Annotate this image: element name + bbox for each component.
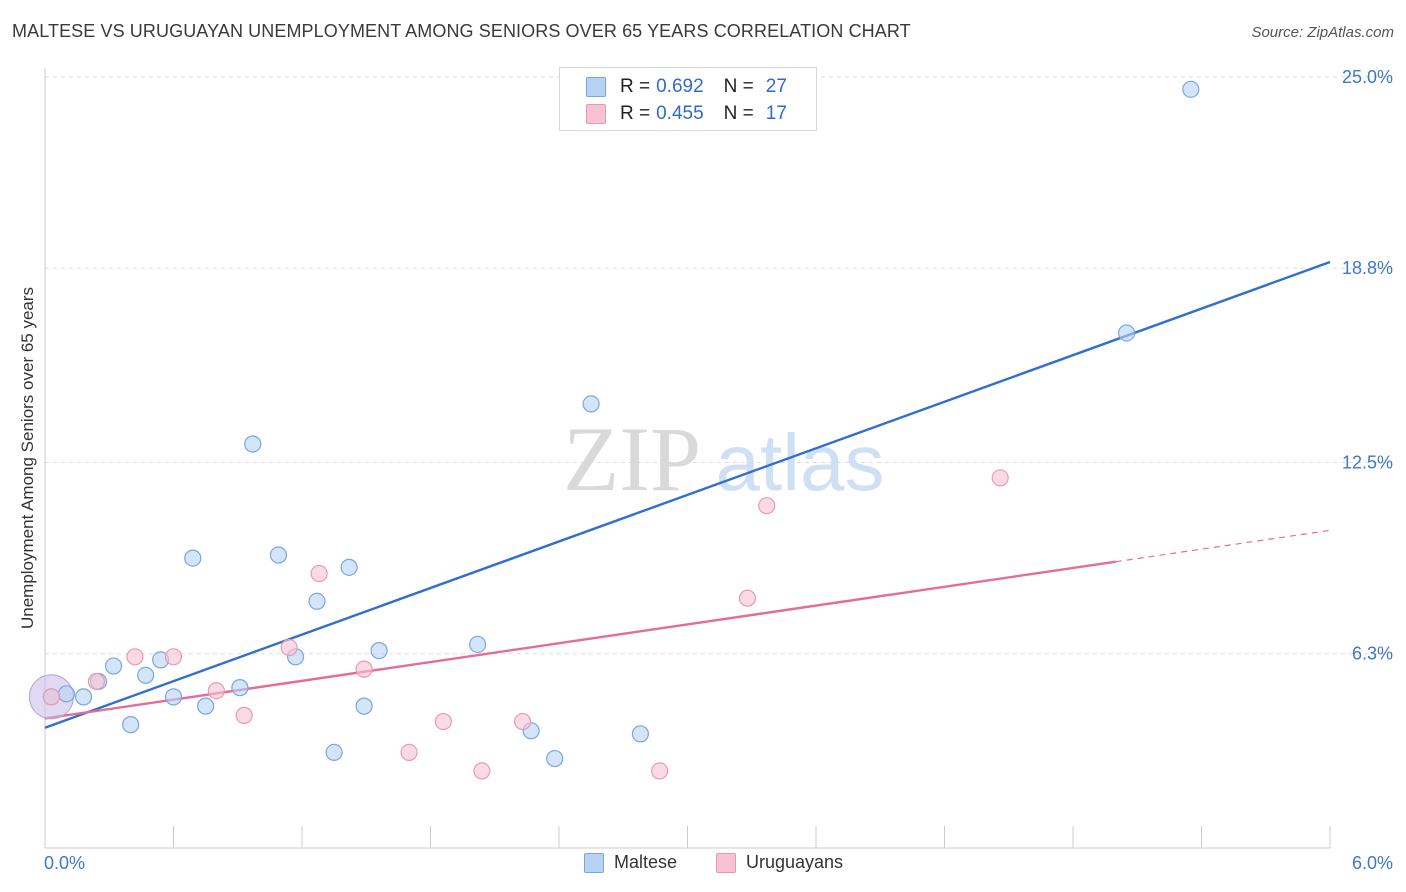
uruguayan-point — [434, 712, 452, 731]
data-points — [28, 80, 1200, 780]
maltese-point — [469, 635, 487, 654]
bottom-legend-swatch-maltese — [584, 852, 604, 873]
legend-r-value: 0.455 — [656, 103, 704, 124]
legend-n-label: N = — [723, 76, 754, 97]
maltese-point — [197, 697, 215, 715]
bottom-legend-maltese: Maltese — [584, 852, 677, 873]
bottom-legend-swatch-uruguayans — [716, 852, 736, 873]
uruguayan-point — [473, 762, 491, 780]
uruguayan-point — [207, 682, 225, 700]
source-label: Source: ZipAtlas.com — [1251, 24, 1394, 41]
uruguayan-trend-line — [44, 560, 1117, 720]
watermark-atlas: atlas — [716, 418, 885, 507]
maltese-point — [546, 749, 564, 768]
trend-lines — [44, 260, 1331, 729]
maltese-point — [231, 679, 249, 697]
legend-swatch-uruguayans — [586, 104, 606, 124]
legend-r-label: R = — [620, 103, 651, 124]
uruguayan-point — [513, 712, 532, 731]
uruguayan-point — [42, 688, 61, 706]
maltese-point — [74, 688, 93, 706]
maltese-point — [137, 666, 155, 684]
y-tick-label: 18.8% — [1342, 258, 1393, 278]
maltese-point — [57, 685, 76, 703]
legend-n-value: 17 — [765, 103, 787, 124]
maltese-point — [1117, 324, 1136, 342]
uruguayan-point — [126, 648, 144, 666]
maltese-point — [1182, 80, 1200, 98]
maltese-point — [355, 697, 373, 715]
maltese-point — [325, 743, 343, 761]
maltese-point — [122, 716, 140, 734]
bottom-legend-label-maltese: Maltese — [614, 852, 678, 872]
uruguayan-point — [235, 706, 253, 724]
maltese-point — [244, 435, 262, 453]
uruguayan-point — [355, 660, 373, 678]
bottom-legend-uruguayans: Uruguayans — [716, 852, 843, 873]
maltese-point — [631, 725, 649, 743]
x-tick-label: 0.0% — [44, 853, 85, 873]
uruguayan-point — [991, 469, 1009, 487]
uruguayan-trend-extension — [1115, 529, 1331, 563]
y-tick-label: 12.5% — [1342, 453, 1393, 473]
uruguayan-point — [758, 497, 776, 515]
correlation-legend: R = 0.692 N = 27 R = 0.455 N = 17 — [559, 67, 817, 131]
chart-title: MALTESE VS URUGUAYAN UNEMPLOYMENT AMONG … — [12, 21, 911, 41]
y-tick-label: 6.3% — [1352, 644, 1393, 664]
maltese-point — [340, 558, 358, 576]
legend-swatch-maltese — [586, 77, 606, 97]
uruguayan-point — [164, 648, 183, 666]
maltese-point — [370, 642, 388, 660]
y-axis-label: Unemployment Among Seniors over 65 years — [18, 286, 37, 630]
legend-n-value: 27 — [765, 76, 787, 97]
uruguayan-point — [651, 762, 669, 780]
uruguayan-point — [400, 743, 418, 761]
maltese-point — [164, 688, 183, 706]
grid-lines — [45, 76, 1392, 655]
y-tick-label: 25.0% — [1342, 67, 1393, 87]
axes — [44, 68, 1331, 849]
uruguayan-point — [310, 564, 328, 583]
bottom-legend-label-uruguayans: Uruguayans — [746, 852, 844, 872]
uruguayan-point — [87, 672, 106, 691]
tick-labels: 6.3% 12.5% 18.8% 25.0% 0.0% 6.0% — [44, 67, 1393, 873]
uruguayan-point — [738, 589, 757, 607]
maltese-point — [582, 395, 600, 413]
legend-r-value: 0.692 — [656, 76, 704, 97]
maltese-point — [104, 657, 123, 675]
legend-r-label: R = — [620, 76, 651, 97]
uruguayan-point — [280, 638, 298, 657]
maltese-point — [308, 592, 326, 610]
maltese-point — [184, 549, 202, 567]
x-tick-label: 6.0% — [1352, 853, 1393, 873]
maltese-trend-line — [44, 260, 1331, 729]
watermark-zip: ZIP — [563, 408, 701, 510]
legend-row-uruguayans: R = 0.455 N = 17 — [586, 102, 787, 126]
legend-row-maltese: R = 0.692 N = 27 — [586, 75, 787, 99]
maltese-point — [269, 546, 288, 564]
legend-n-label: N = — [723, 103, 754, 124]
